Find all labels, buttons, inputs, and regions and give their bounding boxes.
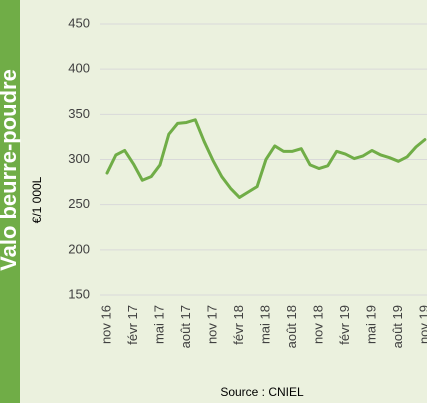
- x-tick-label: nov 16: [98, 305, 113, 344]
- source: Source : CNIEL: [220, 385, 304, 399]
- x-tick-label: févr 19: [337, 305, 352, 345]
- x-tick-label: mai 17: [151, 305, 166, 344]
- x-tick-label: mai 19: [363, 305, 378, 344]
- chart-title: Valo beurre-poudre: [0, 69, 21, 271]
- y-tick-label: 200: [68, 241, 90, 256]
- line-series: [105, 118, 427, 199]
- y-tick-label: 400: [68, 61, 90, 76]
- x-tick-label: août 17: [178, 305, 193, 348]
- y-tick-label: 350: [68, 106, 90, 121]
- x-tick-label: nov 17: [204, 305, 219, 344]
- side-bar: [0, 0, 20, 403]
- x-tick-label: août 18: [284, 305, 299, 348]
- x-tick-label: nov 18: [310, 305, 325, 344]
- x-tick-label: févr 17: [125, 305, 140, 345]
- y-axis-label: €/1 000L: [30, 176, 44, 223]
- x-tick-label: août 19: [390, 305, 405, 348]
- y-tick-label: 250: [68, 196, 90, 211]
- y-tick-label: 150: [68, 286, 90, 301]
- x-tick-label: févr 18: [231, 305, 246, 345]
- y-tick-label: 450: [68, 15, 90, 30]
- x-tick-label: nov 19: [416, 305, 427, 344]
- y-tick-label: 300: [68, 151, 90, 166]
- x-tick-label: mai 18: [257, 305, 272, 344]
